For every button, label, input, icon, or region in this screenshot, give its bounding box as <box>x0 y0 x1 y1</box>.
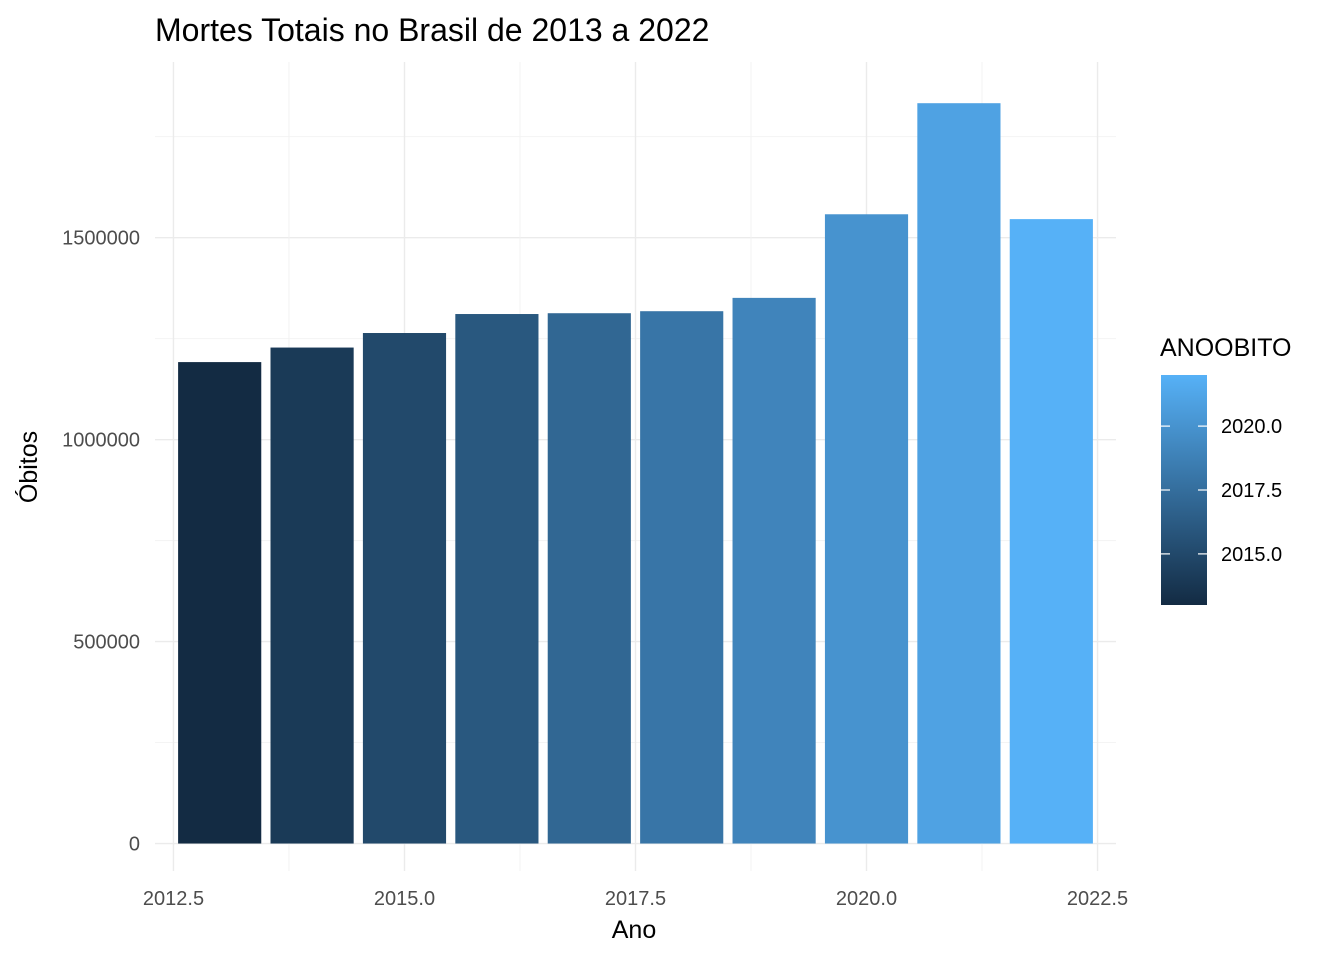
bar-2022 <box>1009 219 1093 844</box>
legend-label: 2020.0 <box>1221 416 1282 438</box>
y-axis-ticks: 0 500000 1000000 1500000 <box>62 228 140 856</box>
x-tick-label: 2020.0 <box>836 888 897 910</box>
x-tick-label: 2017.5 <box>605 888 666 910</box>
bar-2015 <box>362 333 447 844</box>
x-tick-label: 2022.5 <box>1067 888 1128 910</box>
bar-2017 <box>547 313 631 844</box>
bar-2018 <box>640 311 724 844</box>
legend-title: ANOOBITO <box>1160 334 1292 362</box>
x-axis-ticks: 2012.5 2015.0 2017.5 2020.0 2022.5 <box>143 888 1128 910</box>
y-tick-label: 500000 <box>73 632 140 654</box>
color-legend: ANOOBITO 2015.0 2017.5 2020.0 <box>1160 334 1292 605</box>
y-tick-label: 1000000 <box>62 430 140 452</box>
bar-2016 <box>455 314 539 844</box>
bar-2013 <box>178 362 262 844</box>
y-tick-label: 0 <box>129 834 140 856</box>
bar-2020 <box>824 214 909 844</box>
bar-2014 <box>270 347 354 844</box>
bar-2019 <box>732 297 816 844</box>
chart-title: Mortes Totais no Brasil de 2013 a 2022 <box>155 12 709 48</box>
x-tick-label: 2015.0 <box>374 888 435 910</box>
bar-2021 <box>917 103 1001 844</box>
legend-ticks: 2015.0 2017.5 2020.0 <box>1161 416 1282 566</box>
x-tick-label: 2012.5 <box>143 888 204 910</box>
bars <box>178 103 1093 844</box>
legend-label: 2017.5 <box>1221 480 1282 502</box>
legend-label: 2015.0 <box>1221 544 1282 566</box>
y-axis-title: Óbitos <box>14 431 43 503</box>
x-axis-title: Ano <box>612 916 656 944</box>
y-tick-label: 1500000 <box>62 228 140 250</box>
